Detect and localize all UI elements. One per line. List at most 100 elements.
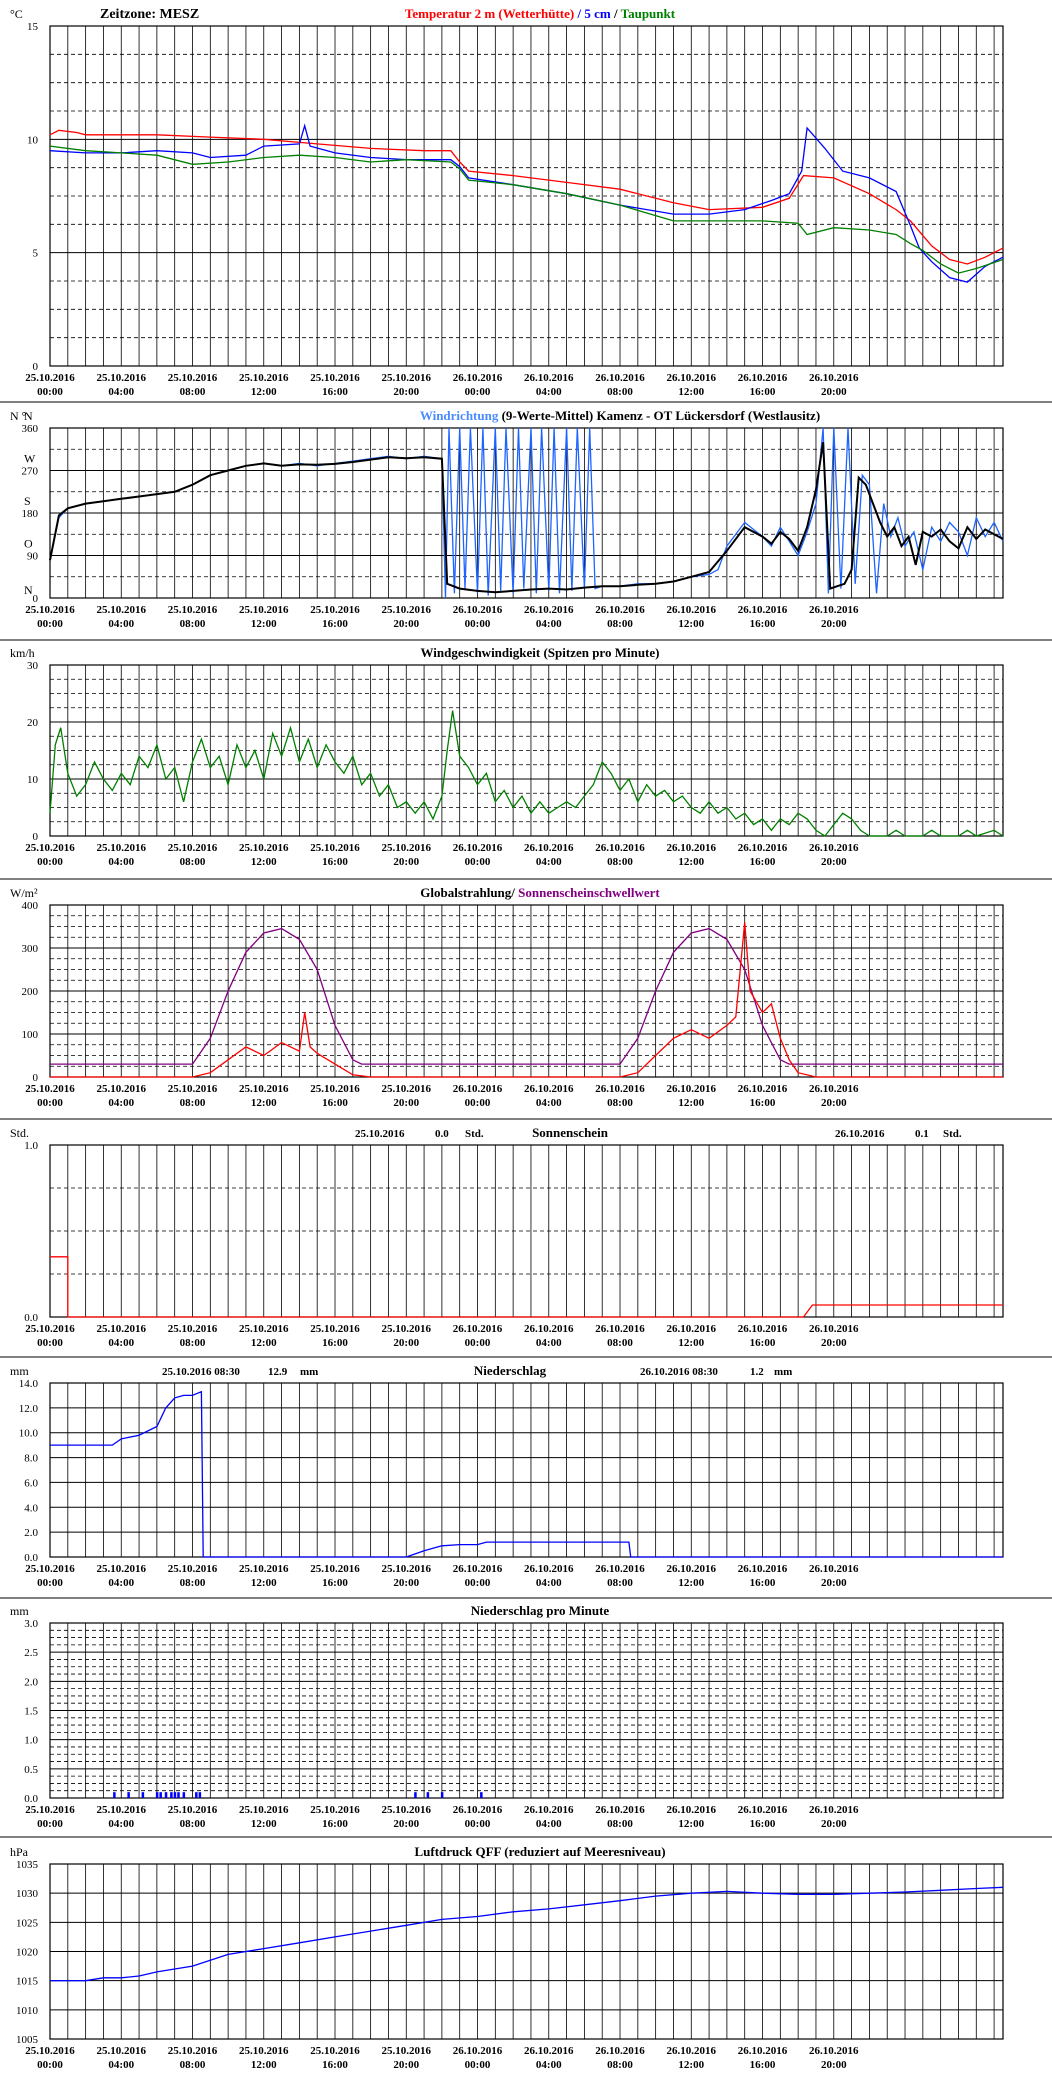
x-tick-time: 04:00 <box>108 386 134 398</box>
x-tick-time: 12:00 <box>251 856 277 868</box>
y-tick-label: 0 <box>33 1072 39 1084</box>
precip-bar <box>164 1792 168 1798</box>
x-tick-time: 16:00 <box>322 386 348 398</box>
x-tick-time: 08:00 <box>607 1818 633 1830</box>
y-tick-label: 12.0 <box>19 1403 39 1415</box>
x-tick-time: 20:00 <box>821 386 847 398</box>
x-tick-time: 20:00 <box>393 856 419 868</box>
x-tick-time: 00:00 <box>37 856 63 868</box>
precip-bar <box>195 1792 198 1798</box>
x-tick-date: 26.10.2016 <box>453 372 503 384</box>
header-item: 0.0 <box>435 1128 449 1140</box>
precip-bar <box>113 1792 116 1798</box>
x-tick-date: 26.10.2016 <box>667 1083 717 1095</box>
x-tick-date: 25.10.2016 <box>168 842 218 854</box>
x-tick-date: 25.10.2016 <box>168 1563 218 1575</box>
x-tick-time: 00:00 <box>465 1097 491 1109</box>
x-tick-date: 26.10.2016 <box>524 842 574 854</box>
unit-label: mm <box>10 1364 29 1378</box>
x-tick-date: 26.10.2016 <box>524 2045 574 2057</box>
x-tick-time: 00:00 <box>37 1337 63 1349</box>
chart-title: Windrichtung (9-Werte-Mittel) Kamenz - O… <box>420 408 820 423</box>
x-tick-time: 00:00 <box>37 1577 63 1589</box>
x-tick-date: 26.10.2016 <box>809 1563 859 1575</box>
x-tick-time: 00:00 <box>37 1097 63 1109</box>
x-tick-time: 20:00 <box>393 2059 419 2071</box>
title-part: Niederschlag <box>474 1363 547 1378</box>
x-tick-time: 16:00 <box>322 2059 348 2071</box>
x-tick-date: 25.10.2016 <box>97 1323 147 1335</box>
plot-frame <box>49 1382 1004 1558</box>
compass-label: O <box>24 537 33 551</box>
x-tick-date: 25.10.2016 <box>168 1083 218 1095</box>
x-tick-date: 26.10.2016 <box>524 1804 574 1816</box>
x-tick-date: 25.10.2016 <box>25 2045 75 2057</box>
title-part: Luftdruck QFF (reduziert auf Meeresnivea… <box>414 1844 665 1859</box>
y-tick-label: 5 <box>33 248 39 260</box>
precip-bar <box>414 1792 417 1798</box>
x-tick-date: 25.10.2016 <box>239 1563 289 1575</box>
chart-title: Niederschlag <box>474 1363 547 1378</box>
x-tick-date: 25.10.2016 <box>239 2045 289 2057</box>
series-line-3 <box>49 145 1004 274</box>
y-tick-label: 6.0 <box>24 1477 38 1489</box>
y-tick-label: 8.0 <box>24 1453 38 1465</box>
x-tick-time: 12:00 <box>251 1097 277 1109</box>
series-line-1 <box>50 1886 1004 1982</box>
y-tick-label: 0.0 <box>24 1312 38 1324</box>
title-part: Sonnenschein <box>532 1125 609 1140</box>
series-line-1 <box>50 1390 1003 1558</box>
x-tick-time: 12:00 <box>678 856 704 868</box>
title-part: / <box>574 6 584 21</box>
x-tick-date: 26.10.2016 <box>453 604 503 616</box>
x-tick-date: 26.10.2016 <box>738 1083 788 1095</box>
x-tick-time: 12:00 <box>251 2059 277 2071</box>
x-tick-date: 25.10.2016 <box>25 1083 75 1095</box>
y-tick-label: 30 <box>27 660 39 672</box>
chart-panel-6: 0.02.04.06.08.010.012.014.0mm Niederschla… <box>10 1363 1004 1589</box>
x-tick-date: 25.10.2016 <box>97 604 147 616</box>
x-tick-date: 26.10.2016 <box>453 1083 503 1095</box>
x-tick-date: 25.10.2016 <box>310 1804 360 1816</box>
x-tick-date: 26.10.2016 <box>667 604 717 616</box>
x-tick-time: 20:00 <box>393 1577 419 1589</box>
x-tick-date: 25.10.2016 <box>25 1804 75 1816</box>
series-line-2 <box>49 123 1004 283</box>
x-tick-date: 26.10.2016 <box>809 2045 859 2057</box>
x-tick-date: 25.10.2016 <box>25 842 75 854</box>
plot-frame <box>49 664 1004 837</box>
x-tick-time: 00:00 <box>465 618 491 630</box>
y-tick-label: 15 <box>27 21 39 33</box>
x-tick-time: 00:00 <box>37 618 63 630</box>
x-tick-time: 20:00 <box>393 386 419 398</box>
compass-label: N <box>24 583 33 597</box>
x-tick-time: 08:00 <box>180 1337 206 1349</box>
x-tick-time: 08:00 <box>607 1097 633 1109</box>
precip-bar <box>141 1792 145 1798</box>
x-tick-time: 00:00 <box>465 1337 491 1349</box>
x-tick-date: 26.10.2016 <box>667 1804 717 1816</box>
precip-bar <box>182 1792 186 1798</box>
y-tick-label: 1030 <box>16 1888 39 1900</box>
y-tick-label: 360 <box>22 423 39 435</box>
y-tick-label: 1010 <box>16 2005 39 2017</box>
plot-frame <box>49 1622 1004 1799</box>
x-tick-date: 25.10.2016 <box>168 372 218 384</box>
x-tick-time: 12:00 <box>251 1577 277 1589</box>
x-tick-date: 26.10.2016 <box>595 1563 645 1575</box>
x-tick-time: 04:00 <box>536 1337 562 1349</box>
title-part: Kamenz - OT Lückersdorf (Westlausitz) <box>593 408 820 423</box>
y-tick-label: 1.0 <box>24 1140 38 1152</box>
x-tick-time: 20:00 <box>821 2059 847 2071</box>
x-tick-date: 26.10.2016 <box>809 604 859 616</box>
x-tick-date: 25.10.2016 <box>97 372 147 384</box>
x-tick-time: 04:00 <box>108 1097 134 1109</box>
x-tick-time: 04:00 <box>108 1818 134 1830</box>
y-tick-label: 200 <box>22 986 39 998</box>
x-tick-time: 20:00 <box>821 1577 847 1589</box>
y-tick-label: 0 <box>33 831 39 843</box>
y-tick-label: 180 <box>22 508 39 520</box>
precip-bar <box>198 1792 202 1798</box>
y-tick-label: 2.0 <box>24 1676 38 1688</box>
